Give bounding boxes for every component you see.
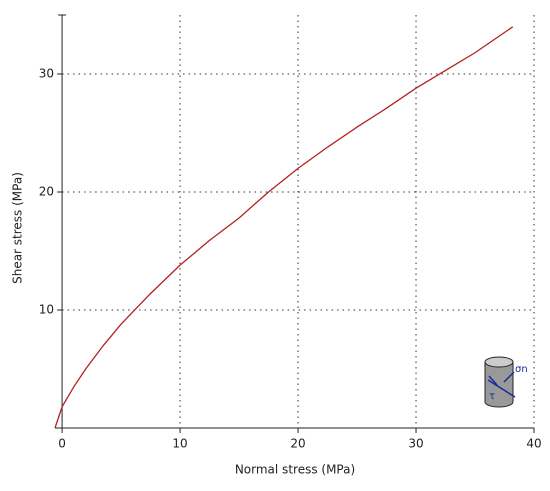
- data-line: [54, 26, 514, 429]
- x-tick-label: 20: [290, 437, 305, 451]
- icon-label: σn: [515, 364, 528, 375]
- specimen-icon: σn τ: [484, 356, 528, 408]
- y-axis-label: Shear stress (MPa): [11, 172, 25, 284]
- x-tick-label: 40: [526, 437, 541, 451]
- x-axis-label: Normal stress (MPa): [235, 463, 355, 477]
- x-tick-label: 30: [408, 437, 423, 451]
- x-tick-label: 10: [172, 437, 187, 451]
- y-tick-label: 20: [39, 185, 54, 199]
- x-tick-label: 0: [58, 437, 66, 451]
- y-tick-label: 30: [39, 67, 54, 81]
- icon-label: τ: [489, 391, 495, 402]
- y-tick-label: 10: [39, 303, 54, 317]
